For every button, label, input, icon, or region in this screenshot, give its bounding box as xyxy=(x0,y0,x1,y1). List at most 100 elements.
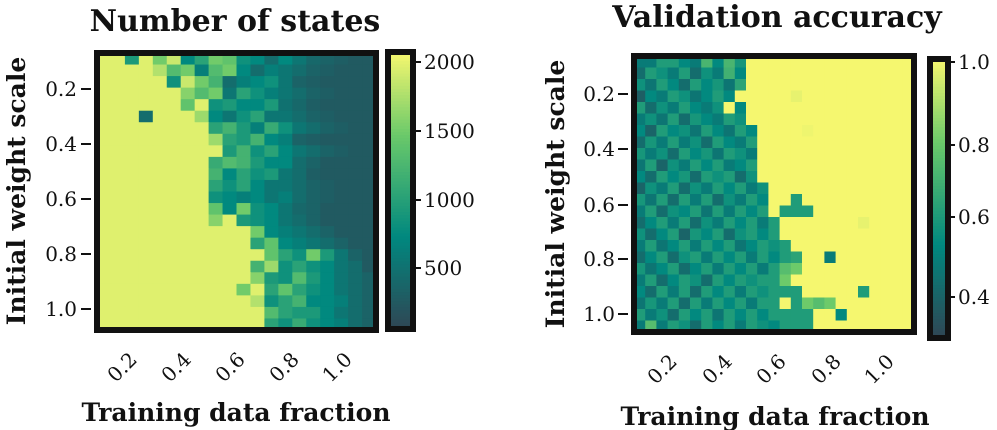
left-cell-r15-c7 xyxy=(194,226,210,239)
right-cell-r15-c18 xyxy=(835,228,848,241)
left-cell-r16-c15 xyxy=(306,237,321,250)
right-cell-r21-c20 xyxy=(858,297,870,310)
right-cell-r4-c24 xyxy=(902,102,915,115)
right-cell-r12-c1 xyxy=(645,194,657,207)
right-cell-r11-c13 xyxy=(779,182,792,195)
right-cell-r1-c0 xyxy=(634,67,646,80)
right-cell-r7-c15 xyxy=(802,136,814,149)
left-cell-r8-c3 xyxy=(138,145,154,158)
right-cell-r7-c5 xyxy=(690,136,702,149)
right-cell-r17-c16 xyxy=(813,251,825,264)
right-cell-r17-c24 xyxy=(902,251,915,264)
right-cell-r4-c22 xyxy=(880,102,893,115)
right-cell-r3-c21 xyxy=(869,90,881,103)
left-colorbar-segment-28 xyxy=(388,138,413,142)
left-cell-r15-c14 xyxy=(292,226,307,239)
left-cell-r3-c0 xyxy=(97,87,112,100)
right-cell-r5-c7 xyxy=(712,113,725,126)
left-cell-r11-c1 xyxy=(110,179,126,193)
right-cell-r14-c9 xyxy=(734,217,747,230)
right-cell-r11-c2 xyxy=(656,182,669,195)
right-cell-r0-c11 xyxy=(757,56,769,69)
left-cell-r22-c11 xyxy=(250,306,265,320)
right-cell-r18-c3 xyxy=(667,263,680,276)
left-cell-r9-c16 xyxy=(320,156,335,170)
left-cell-r20-c19 xyxy=(362,283,377,296)
left-cell-r22-c5 xyxy=(166,306,182,320)
right-cell-r12-c11 xyxy=(757,194,769,207)
left-cell-r20-c15 xyxy=(306,283,321,296)
left-cell-r3-c2 xyxy=(124,87,140,100)
right-cell-r23-c12 xyxy=(768,320,781,333)
left-cell-r2-c3 xyxy=(138,76,154,89)
right-cell-r8-c7 xyxy=(712,148,725,161)
left-cell-r12-c2 xyxy=(124,191,140,204)
left-cell-r19-c16 xyxy=(320,272,335,285)
left-cell-r10-c6 xyxy=(180,168,196,181)
right-cell-r21-c10 xyxy=(746,297,758,310)
left-y-axis-label: Initial weight scale xyxy=(2,57,31,326)
left-cell-r13-c4 xyxy=(152,203,168,216)
right-cell-r17-c4 xyxy=(678,251,691,264)
left-cell-r15-c19 xyxy=(362,226,377,239)
right-cell-r9-c15 xyxy=(802,159,814,172)
right-cell-r4-c23 xyxy=(891,102,904,115)
left-cell-r10-c4 xyxy=(152,168,168,181)
left-cell-r19-c17 xyxy=(334,272,349,285)
right-cell-r8-c21 xyxy=(869,148,881,161)
right-cell-r9-c6 xyxy=(701,159,713,172)
right-cell-r16-c9 xyxy=(734,240,747,253)
right-cell-r2-c8 xyxy=(723,79,736,92)
right-cell-r23-c9 xyxy=(734,320,747,333)
left-colorbar-segment-44 xyxy=(388,187,413,192)
right-cell-r4-c1 xyxy=(645,102,657,115)
right-cell-r14-c4 xyxy=(678,217,691,230)
left-cell-r11-c16 xyxy=(320,179,335,193)
right-colorbar-segment-24 xyxy=(930,133,948,138)
left-cell-r5-c13 xyxy=(278,110,293,123)
left-cell-r9-c1 xyxy=(110,156,126,170)
left-colorbar-segment-1 xyxy=(388,55,413,59)
left-cell-r9-c10 xyxy=(236,156,252,170)
right-cell-r12-c17 xyxy=(824,194,837,207)
left-colorbar-segment-17 xyxy=(388,104,413,109)
right-cell-r8-c6 xyxy=(701,148,713,161)
left-cell-r15-c3 xyxy=(138,226,154,239)
left-cell-r13-c15 xyxy=(306,203,321,216)
right-colorbar-segment-68 xyxy=(930,269,948,274)
right-cell-r20-c9 xyxy=(734,286,747,299)
left-cell-r13-c6 xyxy=(180,203,196,216)
right-cell-r20-c2 xyxy=(656,286,669,299)
left-cell-r20-c11 xyxy=(250,283,265,296)
left-cell-r9-c15 xyxy=(306,156,321,170)
right-cell-r18-c2 xyxy=(656,263,669,276)
left-cell-r15-c1 xyxy=(110,226,126,239)
right-colorbar-segment-55 xyxy=(930,229,948,234)
right-cell-r2-c4 xyxy=(678,79,691,92)
left-colorbar-segment-23 xyxy=(388,122,413,127)
left-colorbar-segment-71 xyxy=(388,270,413,275)
left-colorbar-segment-2 xyxy=(388,58,413,62)
right-cell-r5-c17 xyxy=(824,113,837,126)
right-cell-r19-c7 xyxy=(712,274,725,287)
left-cell-r7-c18 xyxy=(348,133,363,146)
left-cell-r4-c15 xyxy=(306,99,321,112)
left-cell-r6-c4 xyxy=(152,122,168,135)
right-cell-r14-c5 xyxy=(690,217,702,230)
right-cell-r8-c2 xyxy=(656,148,669,161)
right-cell-r12-c20 xyxy=(858,194,870,207)
left-cell-r12-c15 xyxy=(306,191,321,204)
left-cell-r7-c10 xyxy=(236,133,252,146)
right-cell-r21-c15 xyxy=(802,297,814,310)
left-cell-r8-c9 xyxy=(222,145,238,158)
left-colorbar-segment-52 xyxy=(388,212,413,216)
left-cell-r7-c7 xyxy=(194,133,210,146)
right-cell-r12-c3 xyxy=(667,194,680,207)
right-cell-r14-c7 xyxy=(712,217,725,230)
left-cell-r6-c3 xyxy=(138,122,154,135)
right-cell-r19-c17 xyxy=(824,274,837,287)
right-cell-r0-c2 xyxy=(656,56,669,69)
left-cell-r20-c17 xyxy=(334,283,349,296)
right-cell-r2-c15 xyxy=(802,79,814,92)
right-cell-r1-c22 xyxy=(880,67,893,80)
